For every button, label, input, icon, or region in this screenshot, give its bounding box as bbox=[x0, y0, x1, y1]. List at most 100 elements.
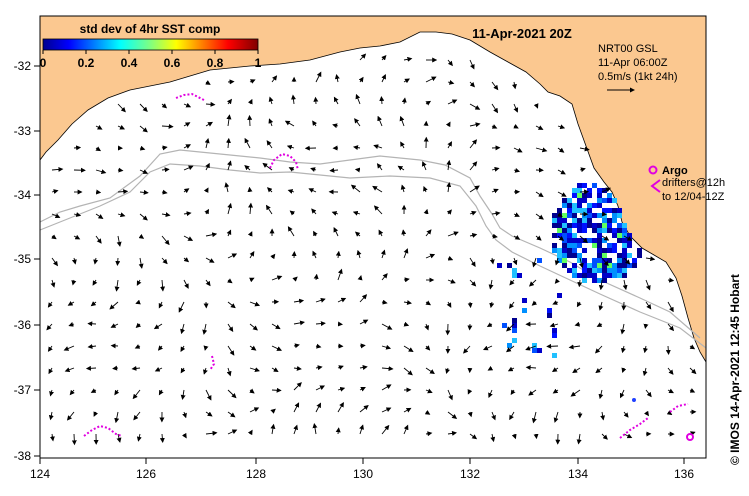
current-vector bbox=[509, 301, 515, 309]
sst-cell bbox=[592, 258, 597, 263]
current-vector bbox=[160, 279, 166, 292]
sst-cell bbox=[512, 338, 517, 343]
current-vector bbox=[469, 257, 476, 267]
current-vector bbox=[424, 323, 430, 331]
sst-cell bbox=[632, 263, 637, 268]
current-vector bbox=[623, 257, 631, 265]
x-tick-label: 134 bbox=[568, 467, 588, 481]
current-vector bbox=[598, 389, 604, 400]
sst-cell bbox=[572, 203, 577, 208]
sst-cell bbox=[617, 253, 622, 258]
current-vector bbox=[73, 234, 81, 240]
current-vector bbox=[525, 345, 537, 351]
current-vector bbox=[288, 167, 295, 172]
sst-cell bbox=[577, 223, 582, 228]
current-vector bbox=[645, 301, 652, 310]
legend-tick-label: 0.8 bbox=[207, 56, 224, 70]
sst-cell bbox=[607, 248, 612, 253]
current-vector bbox=[51, 257, 58, 267]
current-vector bbox=[667, 388, 674, 394]
x-axis: 124 126 128 130 132 134 136 bbox=[30, 458, 694, 481]
legend-tick-label: 0.6 bbox=[164, 56, 181, 70]
current-vector bbox=[491, 411, 496, 421]
current-vector bbox=[425, 367, 435, 375]
current-vector bbox=[689, 388, 696, 393]
current-vector bbox=[227, 160, 232, 171]
sst-cell bbox=[547, 313, 552, 318]
sst-cell bbox=[597, 253, 602, 258]
current-vector bbox=[401, 97, 407, 105]
current-vector bbox=[381, 424, 390, 435]
current-vector bbox=[312, 120, 318, 127]
sst-cell bbox=[587, 218, 592, 223]
current-vector bbox=[469, 59, 475, 70]
current-vector bbox=[249, 323, 258, 331]
sst-cell bbox=[622, 238, 627, 243]
current-vector bbox=[329, 167, 339, 173]
current-vector bbox=[447, 59, 453, 67]
current-vector bbox=[469, 185, 480, 193]
current-vector bbox=[489, 301, 495, 309]
current-vector bbox=[51, 189, 59, 194]
current-vector bbox=[469, 161, 478, 171]
sst-cell bbox=[617, 273, 622, 278]
current-vector bbox=[334, 74, 340, 83]
current-vector bbox=[359, 365, 368, 370]
drifter-marker bbox=[686, 433, 694, 441]
current-vector bbox=[332, 123, 339, 129]
current-vector bbox=[331, 211, 339, 216]
credit-label: © IMOS 14-Apr-2021 12:45 Hobart bbox=[728, 274, 742, 465]
current-vector bbox=[337, 386, 346, 392]
current-vector bbox=[506, 323, 515, 332]
x-tick-label: 126 bbox=[136, 467, 156, 481]
current-vector bbox=[112, 365, 119, 371]
argo-drifter-tracks bbox=[83, 92, 689, 439]
argo-line-1: drifters@12h bbox=[662, 177, 725, 189]
current-vector bbox=[645, 256, 656, 262]
current-vector bbox=[293, 365, 302, 371]
x-tick-label: 124 bbox=[30, 467, 50, 481]
current-vector bbox=[178, 301, 185, 313]
sst-cell bbox=[637, 248, 642, 253]
current-vector bbox=[535, 191, 544, 198]
current-vector bbox=[359, 404, 369, 413]
sst-cell bbox=[582, 198, 587, 203]
sst-cell bbox=[582, 218, 587, 223]
current-vector bbox=[202, 367, 208, 375]
current-vector bbox=[622, 279, 628, 291]
current-vector bbox=[114, 279, 120, 292]
current-vector bbox=[535, 125, 544, 130]
current-vector bbox=[46, 323, 53, 331]
current-vector bbox=[359, 53, 367, 61]
current-vector bbox=[667, 367, 674, 375]
current-vector bbox=[158, 389, 164, 396]
current-vector bbox=[73, 145, 82, 151]
sst-cell bbox=[592, 223, 597, 228]
sst-cell bbox=[582, 258, 587, 263]
current-vector bbox=[531, 411, 537, 424]
sst-cell bbox=[597, 233, 602, 238]
current-vector bbox=[202, 323, 208, 335]
sst-cell bbox=[577, 218, 582, 223]
current-vector bbox=[354, 231, 361, 237]
current-vector bbox=[205, 430, 218, 436]
sst-cell bbox=[562, 258, 567, 263]
current-vector bbox=[525, 365, 537, 371]
current-vector bbox=[381, 407, 392, 413]
current-vector bbox=[491, 210, 501, 216]
sst-cell bbox=[627, 233, 632, 238]
current-vector bbox=[463, 345, 471, 354]
current-vector bbox=[551, 367, 559, 373]
current-vector bbox=[51, 213, 61, 219]
sst-cell bbox=[587, 238, 592, 243]
sst-cell bbox=[592, 238, 597, 243]
current-vector bbox=[667, 277, 675, 283]
current-vector bbox=[623, 411, 629, 418]
current-vector bbox=[535, 147, 548, 153]
current-vector bbox=[204, 208, 210, 215]
current-vector bbox=[425, 300, 432, 306]
sst-cell bbox=[572, 238, 577, 243]
current-vector bbox=[506, 345, 515, 353]
current-vector bbox=[205, 101, 216, 107]
current-vector bbox=[226, 98, 233, 105]
